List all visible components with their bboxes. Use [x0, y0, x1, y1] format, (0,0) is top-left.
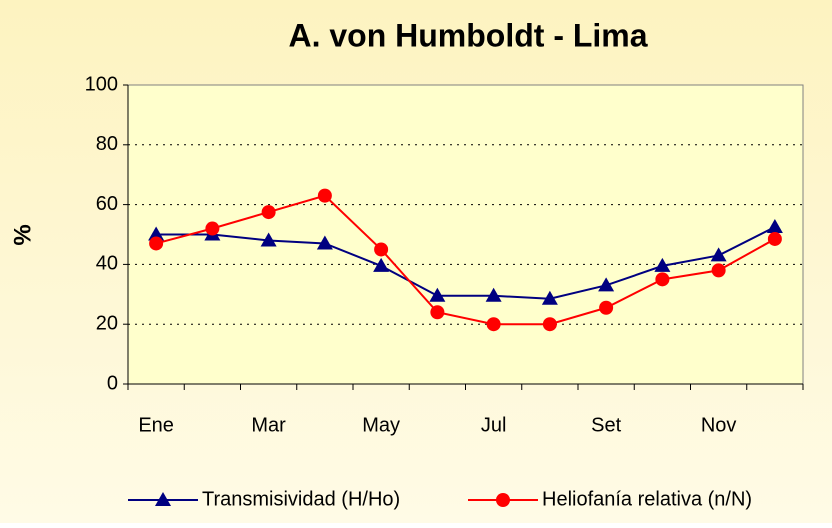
- data-point: [429, 287, 446, 302]
- chart-title: A. von Humboldt - Lima: [288, 17, 647, 53]
- x-tick-label: Mar: [251, 414, 286, 436]
- y-axis-label: %: [9, 224, 36, 245]
- data-point: [261, 205, 276, 220]
- y-tick-label: 60: [96, 193, 118, 215]
- plot-area: [127, 84, 804, 385]
- data-point: [260, 232, 277, 247]
- data-point: [710, 247, 727, 262]
- series-line: [156, 226, 776, 300]
- y-tick-label: 20: [96, 312, 118, 334]
- legend-marker: [155, 492, 171, 506]
- data-point: [373, 257, 390, 272]
- series-line: [155, 194, 776, 326]
- data-point: [205, 221, 220, 236]
- data-point: [317, 188, 332, 203]
- data-point: [767, 231, 782, 246]
- data-point: [598, 277, 615, 292]
- x-tick-label: Nov: [701, 414, 737, 436]
- data-point: [766, 219, 783, 234]
- x-tick-label: Jul: [481, 414, 507, 436]
- data-point: [430, 305, 445, 320]
- data-point: [599, 300, 614, 315]
- y-tick-label: 0: [107, 372, 118, 394]
- y-tick-label: 100: [85, 73, 118, 95]
- data-point: [485, 287, 502, 302]
- data-point: [374, 242, 389, 257]
- y-tick-label: 40: [96, 253, 118, 275]
- legend-marker: [496, 493, 510, 507]
- data-point: [149, 236, 164, 251]
- data-point: [486, 317, 501, 332]
- legend-label: Transmisividad (H/Ho): [202, 488, 400, 510]
- data-point: [316, 235, 333, 250]
- legend-label: Heliofanía relativa (n/N): [542, 488, 752, 510]
- data-point: [654, 257, 671, 272]
- data-point: [542, 317, 557, 332]
- y-tick-label: 80: [96, 133, 118, 155]
- data-point: [148, 226, 165, 241]
- data-point: [655, 272, 670, 287]
- data-point: [541, 290, 558, 305]
- data-point: [711, 263, 726, 278]
- x-tick-label: Ene: [138, 414, 174, 436]
- x-tick-label: Set: [591, 414, 621, 436]
- x-tick-label: May: [362, 414, 400, 436]
